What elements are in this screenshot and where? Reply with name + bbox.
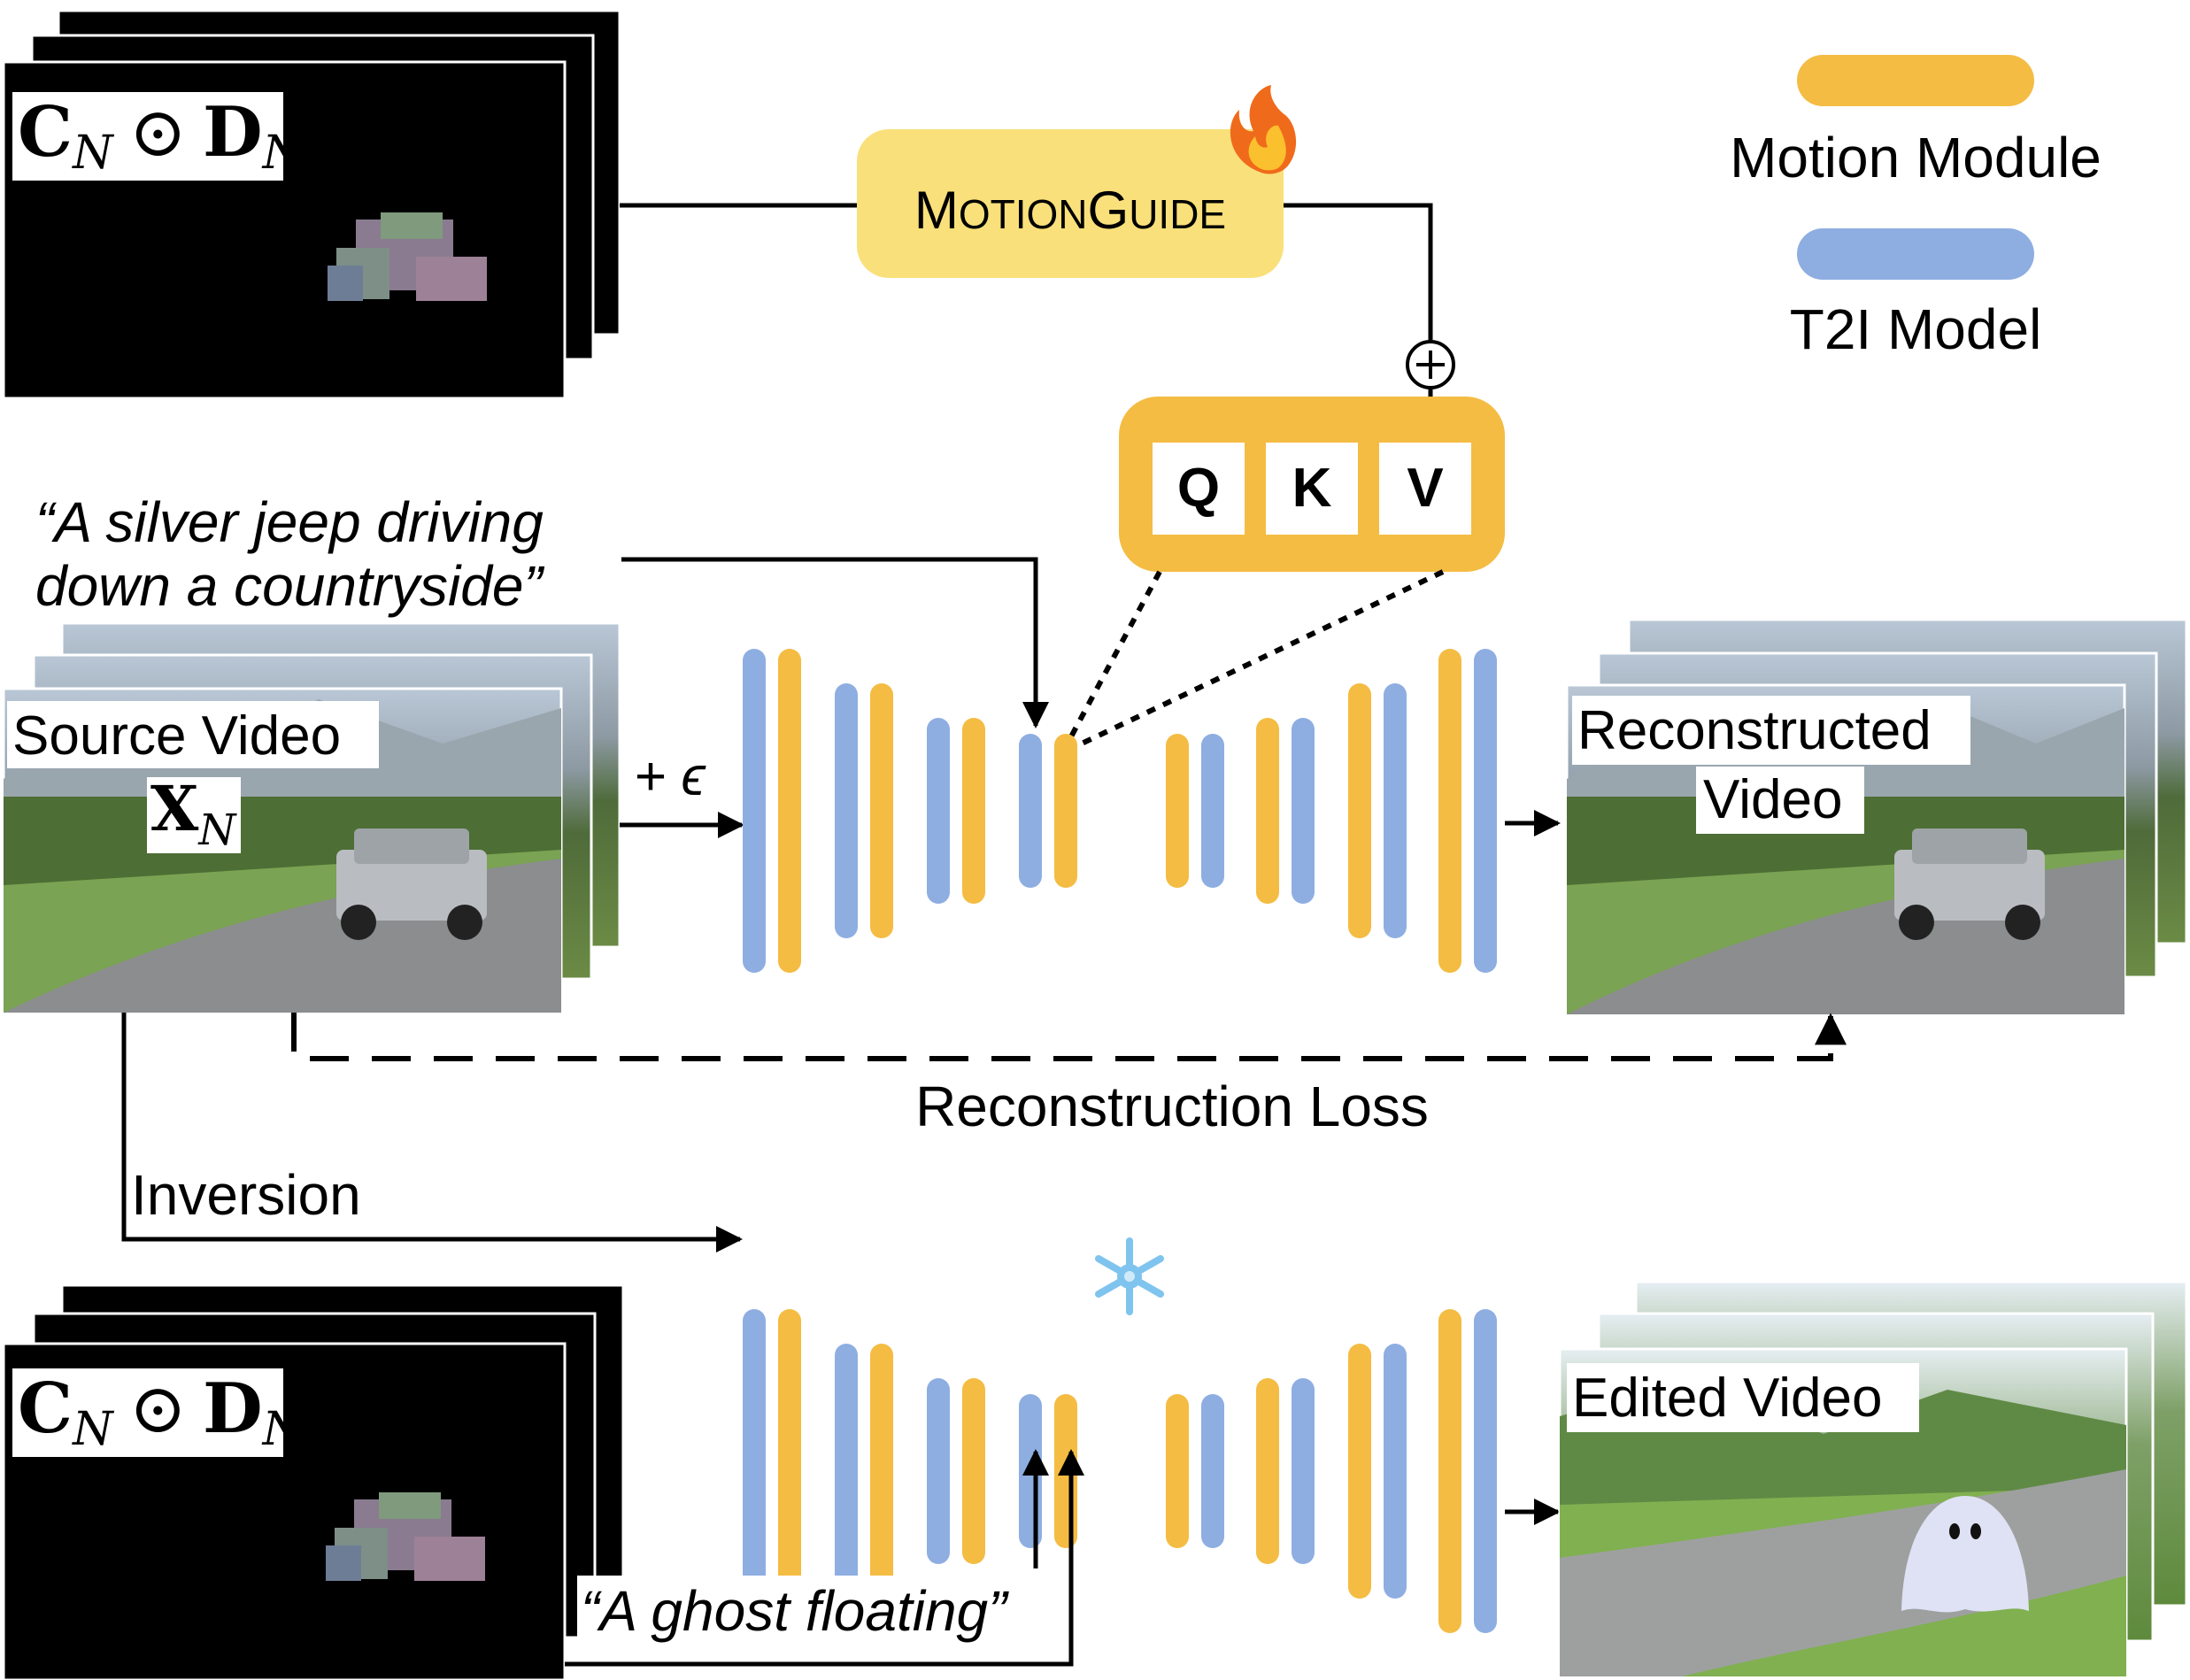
- unet-bottom: [743, 1309, 1497, 1633]
- qkv-dotted-right: [1080, 569, 1445, 746]
- motion-input-label-bottom: CN ⊙ DN: [18, 1368, 305, 1456]
- unet-top: [743, 649, 1497, 973]
- unet-bottom-bar-6-t2i: [1384, 1344, 1407, 1599]
- q-label: Q: [1177, 458, 1220, 519]
- inversion-label: Inversion: [131, 1163, 361, 1227]
- reconstructed-video-frames: Reconstructed Video: [1565, 618, 2188, 1016]
- unet-top-bar-1-motion: [870, 683, 893, 938]
- reconstruction-loss-dashed: [291, 1013, 1847, 1061]
- unet-top-bar-1-t2i: [835, 683, 858, 938]
- unet-top-bar-4-t2i: [1201, 734, 1224, 888]
- reconstruction-loss-label: Reconstruction Loss: [915, 1075, 1429, 1138]
- unet-bottom-bar-0-motion: [778, 1309, 801, 1633]
- prompt-bottom: “A ghost floating”: [581, 1579, 1009, 1643]
- unet-top-bar-0-t2i: [743, 649, 766, 973]
- unet-bottom-bar-7-motion: [1438, 1309, 1461, 1633]
- motionguide-box: MOTIONGUIDE: [857, 85, 1297, 278]
- legend: Motion Module T2I Model: [1730, 55, 2101, 361]
- snowflake-icon: [1095, 1237, 1164, 1315]
- motion-input-label-top: CN ⊙ DN: [18, 92, 305, 180]
- unet-bottom-bar-5-t2i: [1292, 1378, 1315, 1564]
- k-cell: [1266, 443, 1358, 535]
- k-label: K: [1292, 458, 1332, 519]
- edited-video-frames: Edited Video: [1558, 1280, 2188, 1678]
- unet-top-bar-7-t2i: [1474, 649, 1497, 973]
- unet-top-bar-3-t2i: [1019, 734, 1042, 888]
- reconstructed-video-label-line2: Video: [1703, 769, 1842, 830]
- unet-top-bar-0-motion: [778, 649, 801, 973]
- unet-top-bar-4-motion: [1166, 734, 1189, 888]
- source-video-frames: Source Video XN: [2, 621, 621, 1014]
- guide-to-v-line: [1284, 203, 1433, 340]
- unet-bottom-bar-4-motion: [1166, 1394, 1189, 1548]
- motion-input-bottom: CN ⊙ DN: [2, 1283, 625, 1680]
- unet-top-bar-5-t2i: [1292, 718, 1315, 904]
- motion-bottom-to-unet-arrow: [565, 1449, 1084, 1667]
- car-motion-blob: [326, 1492, 485, 1581]
- qkv-box: Q K V: [1119, 397, 1505, 572]
- unet-bottom-bar-1-motion: [870, 1344, 893, 1599]
- unet-bottom-bar-1-t2i: [835, 1344, 858, 1599]
- plus-circle-icon: [1406, 340, 1455, 389]
- source-video-symbol: XN: [150, 772, 237, 855]
- jeep-image: [1894, 828, 2045, 940]
- car-motion-blob: [328, 212, 487, 301]
- unet-bottom-bar-0-t2i: [743, 1309, 766, 1633]
- unet-top-bar-3-motion: [1054, 734, 1077, 888]
- unet-top-bar-2-t2i: [927, 718, 950, 904]
- unet-bottom-bar-5-motion: [1256, 1378, 1279, 1564]
- unet-bottom-bar-6-motion: [1348, 1344, 1371, 1599]
- inversion-arrow: [121, 1013, 743, 1252]
- prompt-top-line1: “A silver jeep driving: [35, 490, 544, 554]
- unet-top-bar-6-motion: [1348, 683, 1371, 938]
- unet-bottom-bar-3-t2i: [1019, 1394, 1042, 1548]
- legend-motion-label: Motion Module: [1730, 126, 2101, 189]
- jeep-image: [336, 828, 487, 940]
- unet-top-bar-6-t2i: [1384, 683, 1407, 938]
- motionguide-label: MOTIONGUIDE: [914, 181, 1226, 240]
- reconstructed-video-label-line1: Reconstructed: [1577, 700, 1932, 761]
- v-cell: [1379, 443, 1471, 535]
- source-video-label: Source Video: [12, 705, 341, 767]
- prompt-top-arrow: [621, 557, 1049, 728]
- unet-top-bar-5-motion: [1256, 718, 1279, 904]
- unet-bottom-bar-7-t2i: [1474, 1309, 1497, 1633]
- unet-bottom-bar-2-motion: [962, 1378, 985, 1564]
- unet-bottom-bar-3-motion: [1054, 1394, 1077, 1548]
- ghost-image: [1901, 1496, 2029, 1613]
- unet-top-bar-2-motion: [962, 718, 985, 904]
- motion-input-top: CN ⊙ DN: [2, 9, 621, 400]
- noise-label: + ϵ: [634, 746, 706, 807]
- prompt-top-line2: down a countryside”: [35, 554, 544, 618]
- unet-bottom-bar-2-t2i: [927, 1378, 950, 1564]
- fire-icon: [1230, 85, 1297, 174]
- edited-video-main-frame: [1558, 1347, 2128, 1678]
- qkv-dotted-left: [1067, 570, 1162, 742]
- unet-bottom-bar-4-t2i: [1201, 1394, 1224, 1548]
- legend-t2i-swatch: [1797, 228, 2034, 280]
- legend-motion-swatch: [1797, 55, 2034, 106]
- edited-video-label: Edited Video: [1572, 1368, 1882, 1429]
- legend-t2i-label: T2I Model: [1790, 297, 2042, 361]
- unet-top-bar-7-motion: [1438, 649, 1461, 973]
- q-cell: [1153, 443, 1245, 535]
- v-label: V: [1407, 458, 1443, 519]
